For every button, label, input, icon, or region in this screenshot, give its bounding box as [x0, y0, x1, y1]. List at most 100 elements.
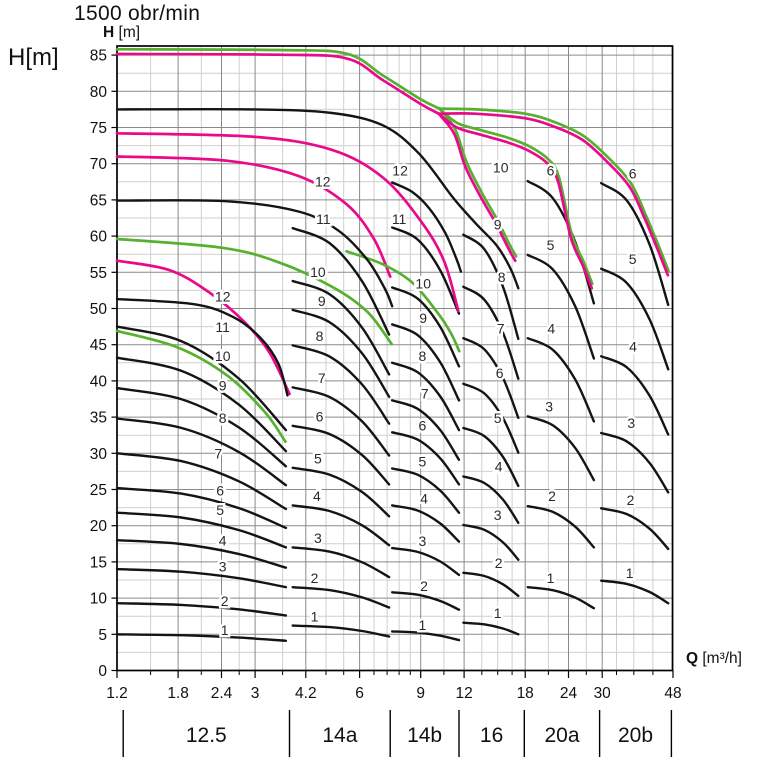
curve-16-stage-1	[462, 621, 520, 636]
curve-pink-limit-14b	[115, 131, 460, 313]
stage-label-14a-6: 6	[316, 409, 324, 425]
x-tick-label: 6	[355, 685, 364, 702]
stage-label-14b-6: 6	[419, 417, 427, 433]
x-tick-label: 1.2	[106, 685, 128, 702]
stage-label-14a-2: 2	[311, 570, 319, 586]
limit-curves	[115, 47, 670, 444]
curve-green-limit-16	[438, 107, 518, 258]
y-tick-label: 60	[90, 229, 108, 246]
curve-14b-stage-3	[391, 546, 461, 577]
stage-label-16-10: 10	[493, 160, 509, 176]
stage-label-14a-8: 8	[316, 328, 324, 344]
y-tick-label: 85	[90, 48, 107, 65]
stage-label-20a-1: 1	[547, 570, 555, 586]
stage-label-20a-2: 2	[548, 488, 556, 504]
curve-16-stage-9	[462, 233, 520, 341]
curve-pink-limit-12.5	[115, 259, 291, 396]
stage-label-14b-12: 12	[392, 162, 408, 178]
curve-16-stage-2	[462, 571, 520, 598]
stage-label-12.5-1: 1	[221, 622, 229, 638]
x-tick-label: 2.4	[211, 685, 233, 702]
curve-14a-stage-5	[291, 466, 391, 518]
x-tick-label: 12	[455, 685, 472, 702]
stage-label-16-8: 8	[498, 269, 506, 285]
y-tick-label: 80	[90, 84, 108, 101]
curve-20b-stage-3	[600, 431, 670, 494]
stage-label-14a-7: 7	[318, 370, 326, 386]
stage-curves	[115, 179, 670, 642]
stage-label-12.5-7: 7	[214, 446, 222, 462]
curve-14a-stage-7	[291, 386, 391, 457]
stage-label-14a-3: 3	[314, 530, 322, 546]
curve-14a-stage-8	[291, 344, 391, 425]
curve-14b-stage-6	[391, 431, 461, 486]
x-tick-labels: 1.2 1.8 2.4 3 4.2 6 9 12 18 24 30 48	[106, 685, 681, 702]
band-label-16: 16	[480, 724, 503, 747]
y-tick-label: 55	[90, 265, 107, 282]
curve-pink-limit-trunk	[115, 52, 441, 116]
curve-green-limit-12.5	[115, 329, 287, 444]
stage-label-20b-2: 2	[627, 492, 635, 508]
curve-16-stage-5	[462, 426, 520, 488]
band-label-14b: 14b	[407, 724, 442, 747]
stage-label-12.5-4: 4	[219, 532, 227, 548]
curve-12.5-stage-10	[115, 356, 288, 453]
stage-label-14b-8: 8	[419, 348, 427, 364]
stage-label-12.5-10: 10	[215, 348, 231, 364]
curve-12.5-stage-7	[115, 452, 288, 511]
curve-14a-stage-3	[291, 546, 391, 579]
y-tick-label: 5	[98, 627, 107, 644]
stage-label-14a-9: 9	[318, 293, 326, 309]
curve-12.5-stage-6	[115, 486, 288, 530]
curve-14a-stage-9	[291, 308, 391, 398]
y-tick-label: 50	[90, 301, 108, 318]
x-tick-label: 48	[664, 685, 681, 702]
x-tick-label: 24	[560, 685, 578, 702]
x-tick-label: 9	[416, 685, 425, 702]
curve-12.5-stage-4	[115, 539, 288, 569]
stage-label-14b-10: 10	[415, 275, 431, 291]
x-axis-label-symbol: Q	[686, 650, 699, 667]
curve-14a-stage-10	[291, 279, 391, 376]
stage-label-14a-12: 12	[315, 173, 331, 189]
stage-label-16-5: 5	[494, 410, 502, 426]
stage-label-12.5-8: 8	[219, 410, 227, 426]
curve-green-limit-20b	[438, 107, 670, 273]
curve-14b-stage-5	[391, 467, 461, 514]
curve-20b-stage-2	[600, 507, 670, 551]
curve-14b-stage-8	[391, 361, 461, 432]
stage-label-16-3: 3	[494, 507, 502, 523]
y-tick-label: 20	[90, 518, 108, 535]
x-tick-label: 1.8	[167, 685, 189, 702]
curve-14a-stage-4	[291, 504, 391, 547]
curve-14a-stage-2	[291, 586, 391, 609]
y-tick-label: 30	[90, 446, 108, 463]
stage-label-14b-1: 1	[419, 617, 427, 633]
curve-12.5-stage-11	[115, 325, 288, 432]
stage-label-20a-4: 4	[547, 320, 555, 336]
curve-pink-limit-20b	[437, 112, 670, 277]
stage-label-16-2: 2	[495, 555, 503, 571]
grid-minor	[117, 46, 673, 671]
curve-black-long-16-max	[115, 107, 520, 290]
stage-label-16-4: 4	[495, 459, 503, 475]
curve-14a-stage-6	[291, 424, 391, 486]
stage-label-20b-4: 4	[629, 338, 637, 354]
band-label-20b: 20b	[618, 724, 653, 747]
stage-label-14a-11: 11	[316, 211, 331, 227]
curve-black-long-12.5-12	[115, 297, 289, 397]
band-label-14a: 14a	[322, 724, 357, 747]
stage-label-14b-7: 7	[421, 385, 429, 401]
curve-14b-stage-10	[391, 286, 461, 368]
curve-14b-stage-9	[391, 323, 461, 402]
stage-label-16-1: 1	[494, 605, 502, 621]
band-label-20a: 20a	[544, 724, 579, 747]
y-axis-unit-symbol: H	[103, 24, 115, 41]
x-tick-label: 4.2	[295, 685, 317, 702]
y-tick-label: 10	[90, 591, 108, 608]
x-axis-label: Q [m³/h]	[686, 650, 742, 668]
curve-14b-stage-7	[391, 399, 461, 461]
stage-label-14a-4: 4	[313, 488, 321, 504]
